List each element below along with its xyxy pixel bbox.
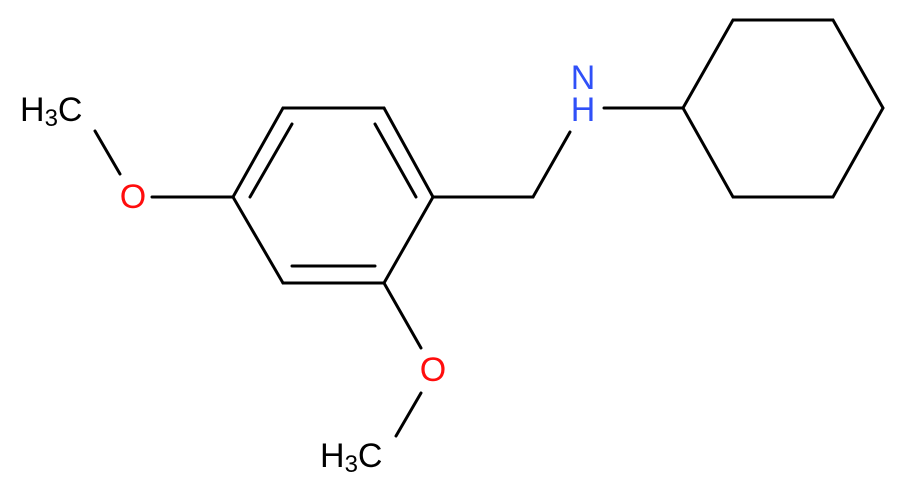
atom-labels: H3C O O H3C N H [20,59,595,478]
bond [373,122,418,199]
bond [394,391,423,438]
atom-label: H3C [20,91,82,132]
bond [382,281,423,350]
atom-symbol: C [358,437,383,475]
bond [382,106,435,199]
atom-label: H3C [320,437,382,478]
atom-label: O [420,351,446,389]
atom-symbol: H [320,437,345,475]
bond [248,122,294,199]
bond [93,129,122,176]
bond [531,130,572,199]
atom-label: O [120,178,146,216]
bond [231,106,285,199]
atom-label: N [571,59,596,97]
atom-subscript: 3 [45,105,58,132]
bond [382,195,435,285]
bonds [93,18,885,438]
cyclohexane-ring [681,18,885,199]
atom-symbol: C [58,91,83,129]
atom-label: H [571,91,596,129]
atom-subscript: 3 [345,451,358,478]
atom-symbol: H [20,91,45,129]
bond [231,195,285,285]
